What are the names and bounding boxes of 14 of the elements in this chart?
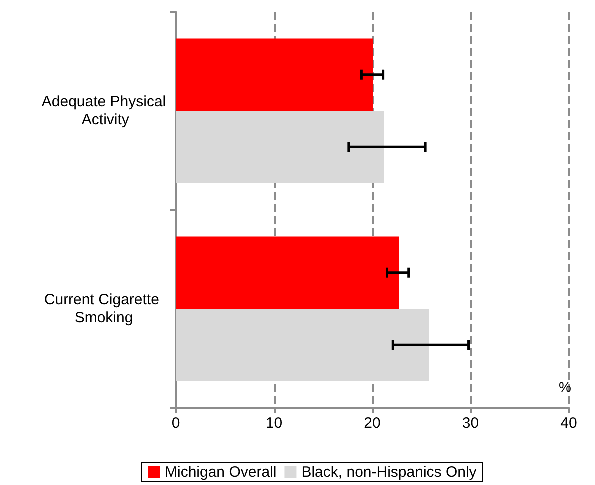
x-tick-label: 20	[364, 415, 381, 432]
bar	[176, 38, 374, 111]
bar	[176, 309, 430, 382]
legend-label: Michigan Overall	[165, 464, 277, 481]
legend-label: Black, non-Hispanics Only	[302, 464, 478, 481]
x-tick-label: 0	[172, 415, 180, 432]
y-tick-label: Current Cigarette Smoking	[44, 292, 164, 326]
x-tick-label: 40	[560, 415, 578, 432]
x-tick-label: 10	[266, 415, 283, 432]
x-axis-title: %	[559, 379, 572, 395]
bar	[176, 111, 384, 184]
bar	[176, 236, 400, 309]
y-tick-label: Adequate Physical Activity	[42, 94, 166, 128]
x-tick-label: 30	[462, 415, 480, 432]
